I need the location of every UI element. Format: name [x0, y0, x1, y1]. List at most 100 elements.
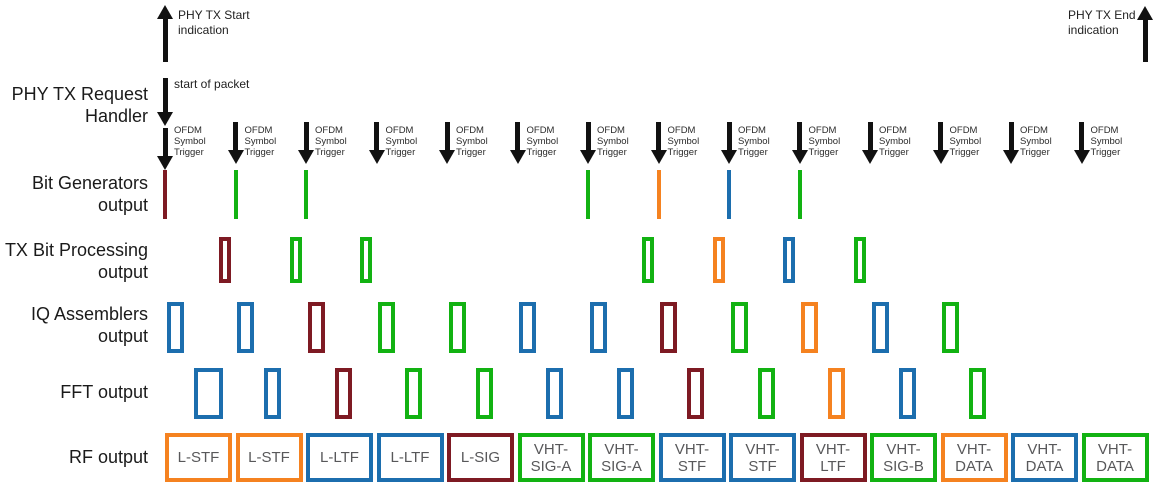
rf-box: VHT- SIG-A: [517, 433, 585, 482]
start-of-packet-arrow-shaft: [162, 78, 168, 114]
ofdm-trigger-arrow-shaft: [726, 122, 732, 151]
rf-box: VHT- DATA: [1011, 433, 1078, 482]
row-label-rf-output: RF output: [68, 447, 148, 467]
rf-box: VHT- STF: [729, 433, 796, 482]
bit-generator-tick: [304, 170, 308, 219]
tx-bit-processing-pulse: [712, 237, 725, 283]
row-label-bit-generators-output: Bit Generators output: [31, 173, 148, 215]
fft-pulse: [757, 368, 775, 419]
tx-bit-processing-pulse: [289, 237, 302, 283]
fft-pulse: [546, 368, 563, 419]
iq-assembler-pulse: [942, 302, 959, 353]
iq-assembler-pulse: [589, 302, 607, 353]
ofdm-symbol-trigger-label: OFDM Symbol Trigger: [1020, 125, 1052, 158]
ofdm-trigger-arrow-down-icon: [862, 150, 878, 164]
ofdm-trigger-arrow-down-icon: [298, 150, 314, 164]
ofdm-trigger-arrow-shaft: [515, 122, 520, 151]
phy-tx-start-arrow-up-icon: [157, 5, 173, 19]
rf-box: VHT- SIG-A: [588, 433, 655, 482]
iq-assembler-pulse: [448, 302, 466, 353]
ofdm-trigger-arrow-down-icon: [791, 150, 808, 164]
ofdm-symbol-trigger-label: OFDM Symbol Trigger: [1090, 125, 1123, 158]
start-of-packet-arrow-down-icon: [157, 112, 173, 126]
rf-box: L-STF: [235, 433, 303, 482]
tx-bit-processing-pulse: [783, 237, 795, 283]
ofdm-symbol-trigger-label: OFDM Symbol Trigger: [597, 125, 629, 158]
fft-pulse: [405, 368, 422, 419]
fft-pulse: [194, 368, 223, 419]
iq-assembler-pulse: [730, 302, 748, 353]
start-of-packet-label: start of packet: [174, 77, 250, 91]
ofdm-trigger-arrow-shaft: [303, 122, 309, 151]
ofdm-trigger-arrow-down-icon: [1003, 150, 1019, 164]
phy-tx-end-indication-label: PHY TX End indication: [1068, 8, 1136, 37]
iq-assembler-pulse: [237, 302, 254, 353]
ofdm-symbol-trigger-label: OFDM Symbol Trigger: [456, 125, 488, 158]
rf-box: VHT- SIG-B: [870, 433, 937, 482]
phy-tx-start-arrow-shaft: [162, 17, 168, 62]
iq-assembler-pulse: [660, 302, 677, 353]
bit-generator-tick: [656, 170, 661, 219]
ofdm-trigger-arrow-down-icon: [227, 150, 244, 164]
fft-pulse: [264, 368, 281, 419]
bit-generator-tick: [586, 170, 590, 219]
ofdm-trigger-arrow-shaft: [797, 122, 802, 151]
iq-assembler-pulse: [801, 302, 818, 353]
rf-box: L-LTF: [306, 433, 373, 482]
rf-box: VHT- DATA: [1081, 433, 1149, 482]
ofdm-symbol-trigger-label: OFDM Symbol Trigger: [667, 125, 700, 158]
ofdm-trigger-arrow-shaft: [867, 122, 873, 151]
ofdm-trigger-arrow-shaft: [585, 122, 591, 151]
row-label-iq-assemblers-output: IQ Assemblers output: [30, 304, 148, 346]
fft-pulse: [969, 368, 986, 419]
ofdm-symbol-trigger-label: OFDM Symbol Trigger: [315, 125, 347, 158]
tx-bit-processing-pulse: [642, 237, 654, 283]
iq-assembler-pulse: [519, 302, 536, 353]
ofdm-symbol-trigger-label: OFDM Symbol Trigger: [808, 125, 841, 158]
ofdm-trigger-arrow-down-icon: [1073, 150, 1090, 164]
fft-pulse: [687, 368, 704, 419]
rf-box: VHT- DATA: [940, 433, 1008, 482]
fft-pulse: [898, 368, 916, 419]
rf-box: L-LTF: [376, 433, 444, 482]
ofdm-trigger-arrow-shaft: [1079, 122, 1084, 151]
ofdm-symbol-trigger-label: OFDM Symbol Trigger: [738, 125, 770, 158]
ofdm-trigger-arrow-shaft: [444, 122, 450, 151]
ofdm-trigger-arrow-down-icon: [580, 150, 596, 164]
tx-bit-processing-pulse: [219, 237, 231, 283]
rf-box: VHT-LTF: [799, 433, 867, 482]
rf-box: L-STF: [165, 433, 232, 482]
rf-box: VHT- STF: [658, 433, 726, 482]
ofdm-symbol-trigger-label: OFDM Symbol Trigger: [174, 125, 206, 158]
ofdm-trigger-arrow-down-icon: [721, 150, 737, 164]
bit-generator-tick: [233, 170, 238, 219]
ofdm-trigger-arrow-shaft: [233, 122, 238, 151]
rf-box: L-SIG: [447, 433, 514, 482]
ofdm-trigger-arrow-shaft: [656, 122, 661, 151]
iq-assembler-pulse: [307, 302, 325, 353]
ofdm-trigger-arrow-down-icon: [157, 156, 173, 170]
phy-tx-end-arrow-shaft: [1142, 18, 1148, 62]
bit-generator-tick: [163, 170, 167, 219]
fft-pulse: [475, 368, 493, 419]
fft-pulse: [334, 368, 352, 419]
ofdm-trigger-arrow-shaft: [938, 122, 943, 151]
ofdm-trigger-arrow-down-icon: [368, 150, 385, 164]
row-label-fft-output: FFT output: [60, 382, 148, 402]
bit-generator-tick: [797, 170, 802, 219]
iq-assembler-pulse: [378, 302, 395, 353]
row-label-tx-bit-processing-output: TX Bit Processing output: [4, 240, 148, 282]
ofdm-trigger-arrow-down-icon: [650, 150, 667, 164]
ofdm-symbol-trigger-label: OFDM Symbol Trigger: [244, 125, 277, 158]
fft-pulse: [616, 368, 634, 419]
ofdm-trigger-arrow-shaft: [374, 122, 379, 151]
ofdm-symbol-trigger-label: OFDM Symbol Trigger: [385, 125, 418, 158]
ofdm-trigger-arrow-down-icon: [932, 150, 949, 164]
ofdm-symbol-trigger-label: OFDM Symbol Trigger: [949, 125, 982, 158]
iq-assembler-pulse: [871, 302, 889, 353]
tx-bit-processing-pulse: [360, 237, 372, 283]
phy-tx-end-arrow-up-icon: [1137, 6, 1153, 20]
ofdm-trigger-arrow-shaft: [162, 128, 168, 157]
ofdm-trigger-arrow-shaft: [1008, 122, 1014, 151]
